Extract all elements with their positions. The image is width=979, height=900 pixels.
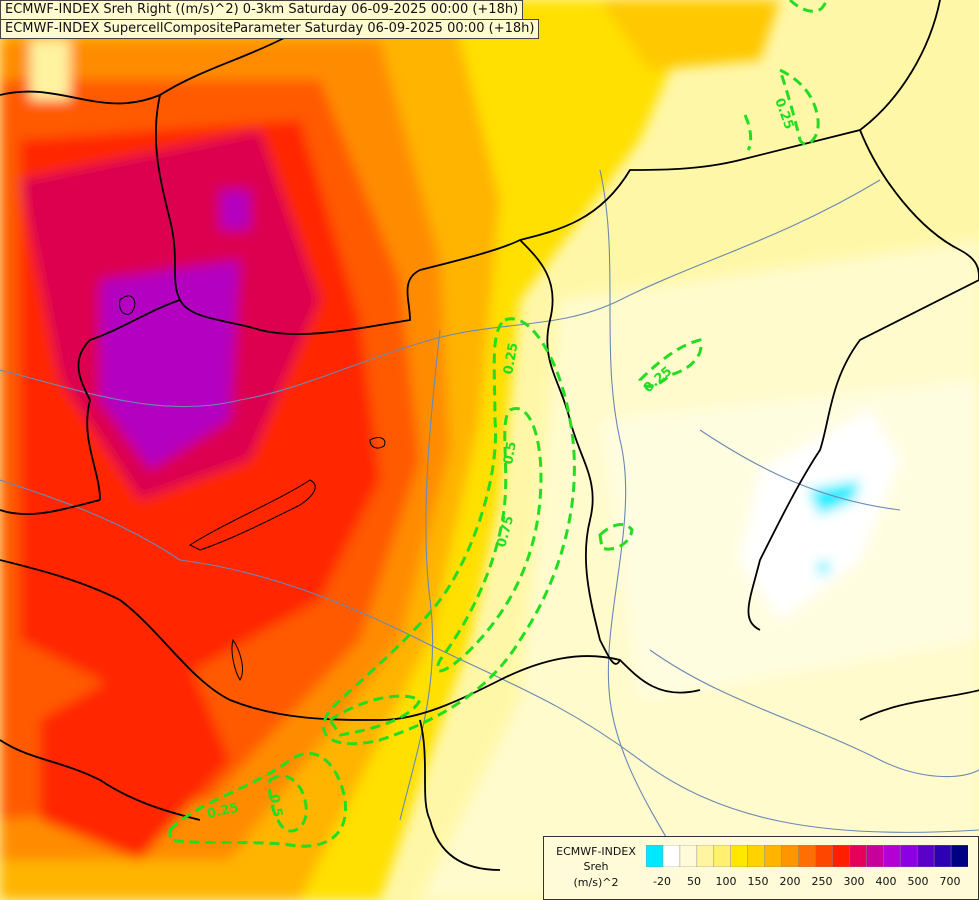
legend-swatch — [662, 845, 681, 867]
contour-label: 0.5 — [266, 793, 285, 818]
legend-tick: -20 — [653, 875, 671, 888]
contour-label: 0.5 — [501, 440, 520, 465]
legend-unit: (m/s)^2 — [573, 876, 619, 889]
map-title-scp: ECMWF-INDEX SupercellCompositeParameter … — [0, 19, 540, 39]
legend-tick: 100 — [715, 875, 737, 888]
legend-tick: 400 — [875, 875, 897, 888]
legend-swatch — [696, 845, 715, 867]
legend-tick: 50 — [687, 875, 701, 888]
legend-tick: 700 — [939, 875, 961, 888]
legend-parameter: Sreh — [583, 860, 609, 873]
map-title-sreh: ECMWF-INDEX Sreh Right ((m/s)^2) 0-3km S… — [0, 0, 524, 20]
legend-swatch — [883, 845, 901, 867]
legend-swatch — [866, 845, 885, 867]
legend-swatch — [781, 845, 800, 867]
legend-swatch — [832, 845, 851, 867]
legend-swatch — [764, 845, 783, 867]
legend-source: ECMWF-INDEX — [556, 845, 636, 858]
legend-swatch — [730, 845, 749, 867]
legend-swatch — [646, 845, 664, 867]
legend-swatch — [933, 845, 952, 867]
contour-label: 0.25 — [501, 341, 521, 375]
legend-tick: 300 — [843, 875, 865, 888]
legend-tick: 200 — [779, 875, 801, 888]
legend-swatch — [815, 845, 834, 867]
legend-swatch — [798, 845, 817, 867]
rivers — [0, 169, 979, 900]
legend-swatch — [679, 845, 698, 867]
legend-swatch — [713, 845, 732, 867]
scp-contours — [168, 0, 828, 848]
lakes — [119, 295, 386, 681]
legend-swatch — [747, 845, 766, 867]
legend-swatch — [849, 845, 868, 867]
legend-swatch — [916, 845, 935, 867]
legend-color-bar — [646, 845, 968, 867]
legend-tick: 150 — [747, 875, 769, 888]
legend-swatch — [899, 845, 918, 867]
color-legend: ECMWF-INDEX Sreh (m/s)^2 -20 50 100 150 … — [543, 836, 979, 900]
legend-swatch — [950, 845, 968, 867]
legend-tick: 250 — [811, 875, 833, 888]
legend-tick: 500 — [907, 875, 929, 888]
contour-label: 0.25 — [206, 801, 240, 822]
